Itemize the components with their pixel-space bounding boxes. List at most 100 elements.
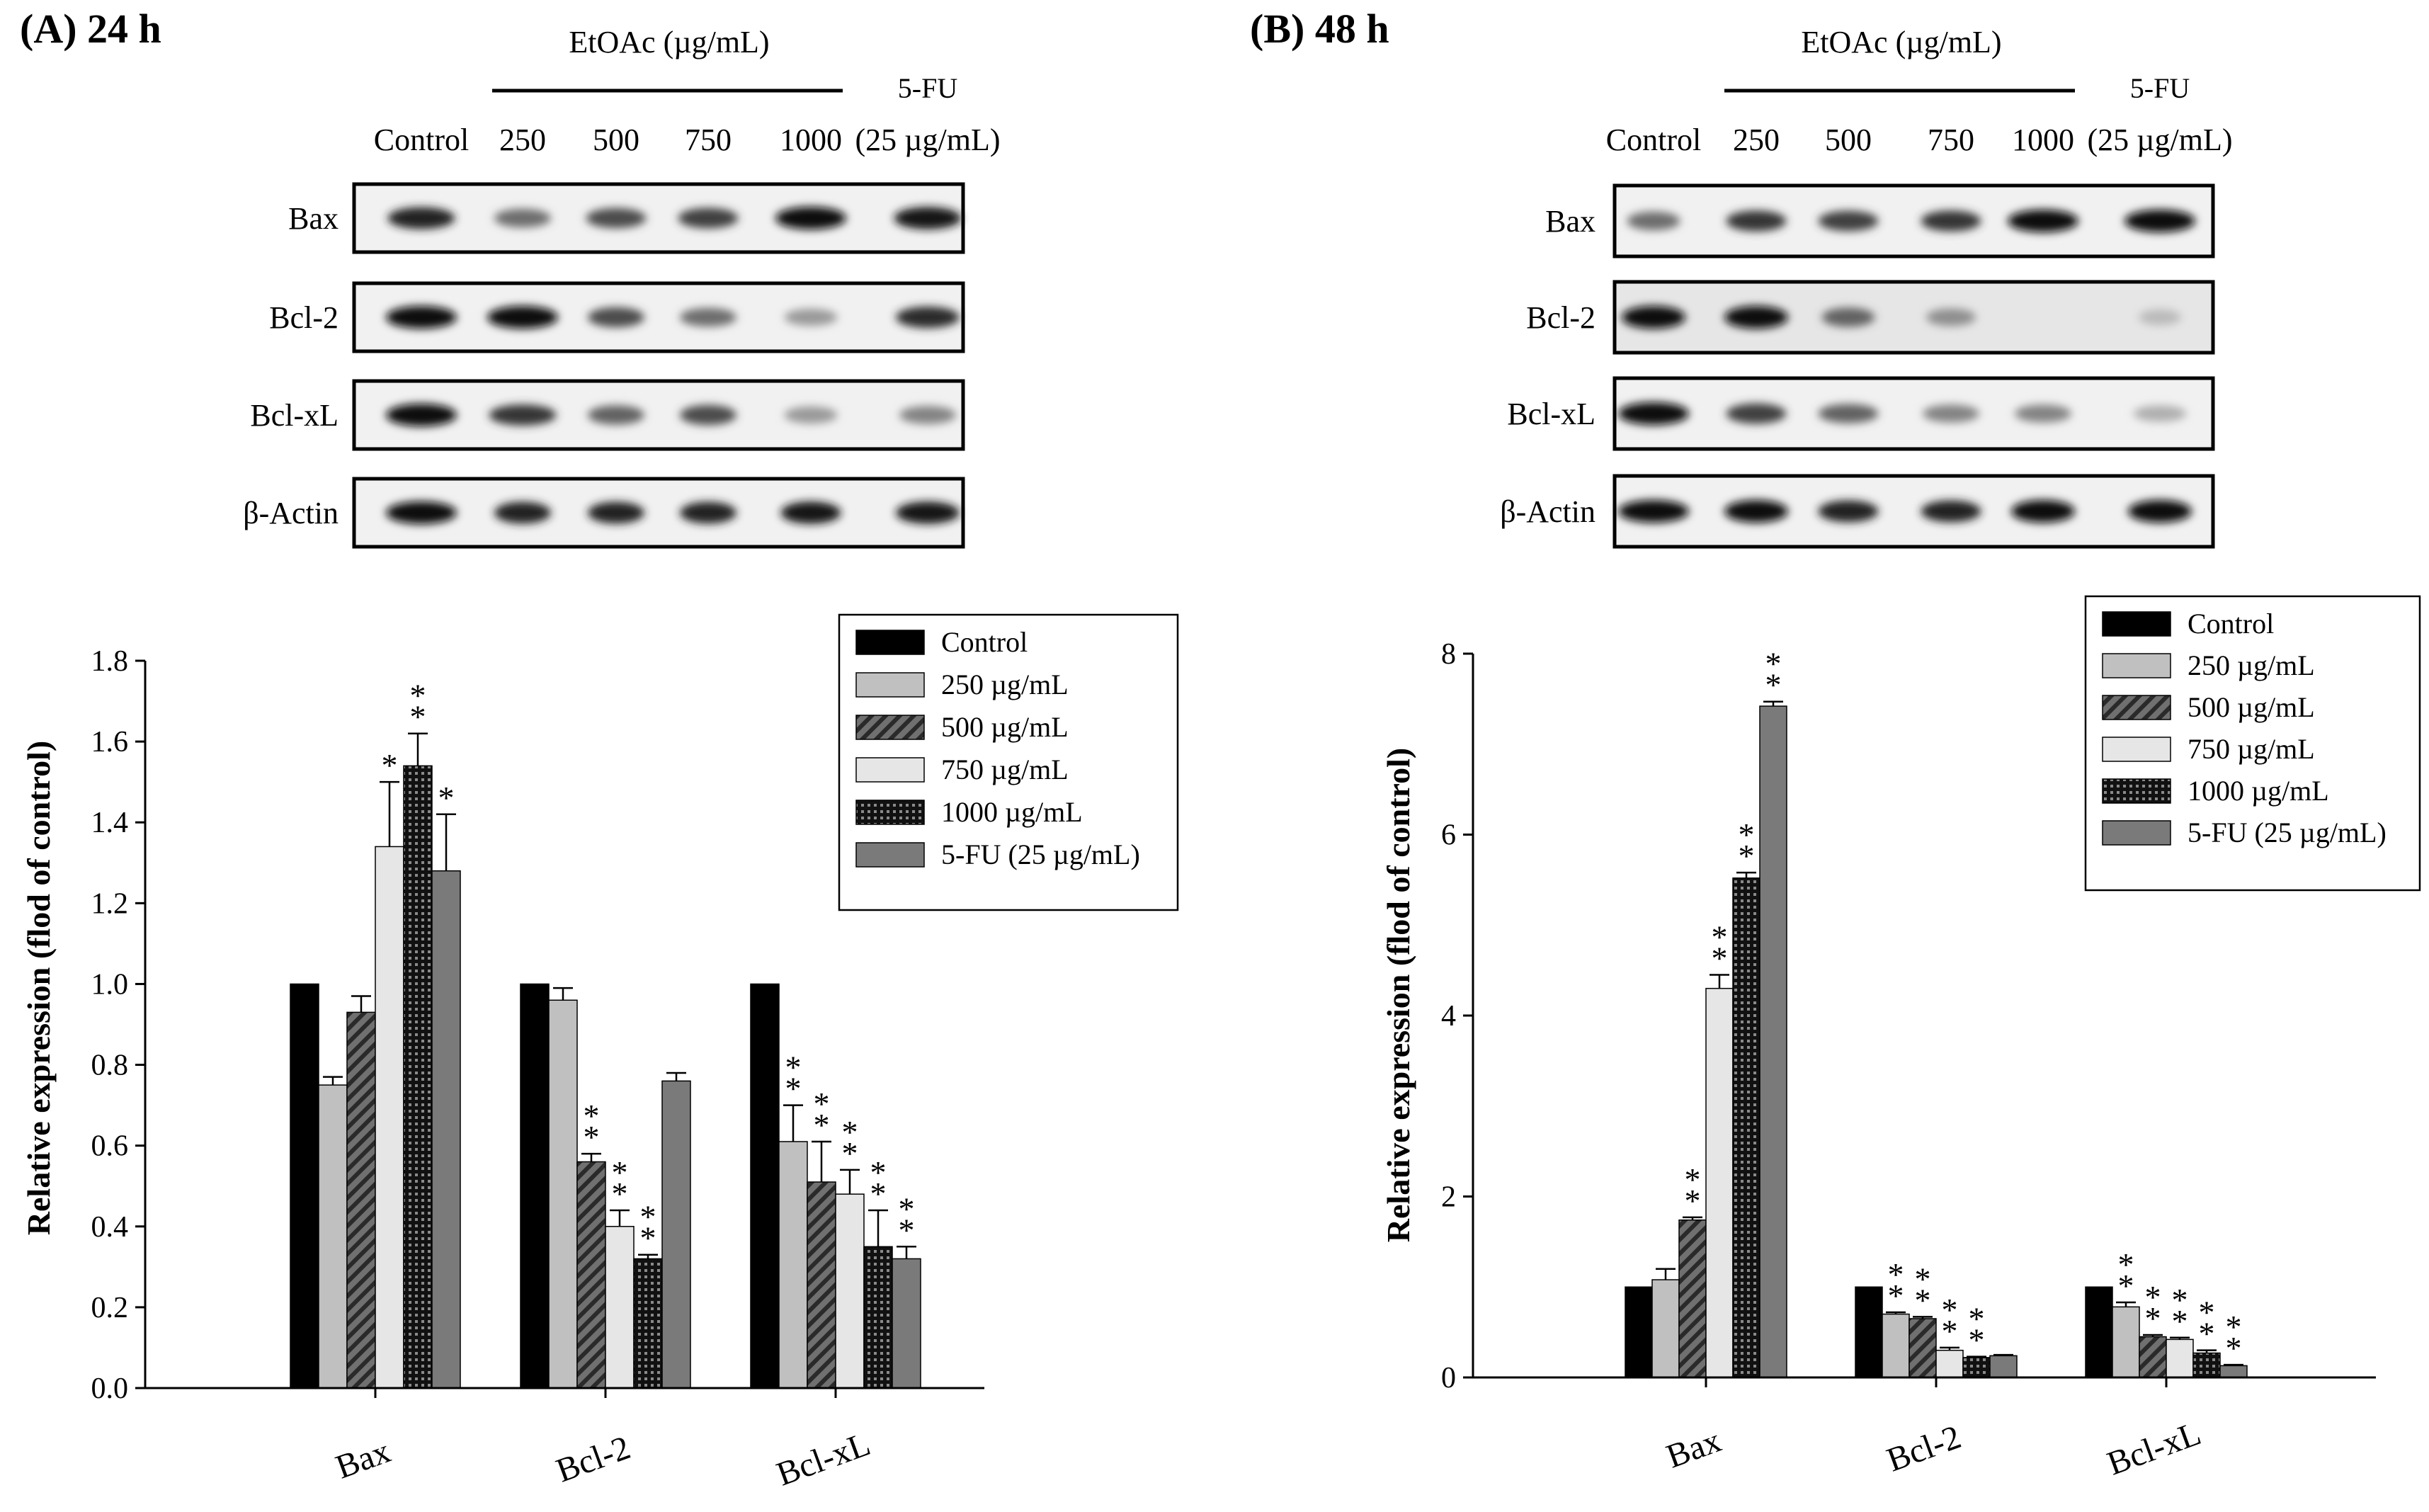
panel-a-legend-label: 500 µg/mL	[941, 711, 1069, 743]
panel-a-legend-label: Control	[941, 626, 1028, 658]
blot-band	[775, 207, 846, 229]
panel-b-bar	[1625, 1286, 1653, 1378]
panel-a-x-tick-label: Bax	[331, 1432, 395, 1486]
blot-frame	[1612, 280, 2215, 355]
panel-b-bar	[1705, 987, 1734, 1378]
panel-a-sig-star: *	[410, 678, 426, 714]
panel-b-blot: (B) 48 h EtOAc (µg/mL) 5-FU Control 250 50…	[1250, 6, 2232, 549]
blot-band	[784, 308, 838, 326]
panel-a-protein-label: β-Actin	[243, 496, 339, 530]
panel-a-bar	[290, 983, 319, 1389]
panel-b-sig-star: *	[2199, 1316, 2215, 1352]
panel-b-sig-star: *	[2172, 1282, 2188, 1318]
blot-band	[2011, 500, 2075, 523]
panel-a-legend-swatch	[855, 630, 925, 655]
panel-b-sig-star: *	[2172, 1303, 2188, 1339]
blot-band	[588, 501, 644, 524]
panel-b-bar	[1855, 1286, 1883, 1378]
panel-a-sig-star: *	[785, 1071, 802, 1107]
panel-b-protein-label: Bcl-xL	[1507, 397, 1595, 431]
panel-b-bar	[1989, 1355, 2018, 1378]
panel-a-sig-star: *	[870, 1154, 887, 1190]
panel-b-y-tick-label: 0	[1441, 1362, 1456, 1394]
panel-b-bar	[2219, 1365, 2248, 1378]
panel-b-legend-label: 250 µg/mL	[2188, 649, 2315, 681]
blot-band	[896, 306, 960, 329]
blot-band	[2015, 404, 2071, 423]
panel-a-bar	[576, 1161, 606, 1389]
blot-band	[2128, 500, 2192, 523]
blot-band	[1818, 210, 1879, 232]
panel-b-legend-swatch	[2102, 611, 2171, 637]
blot-band	[680, 404, 736, 426]
panel-a-x-tick-label: Bcl-2	[552, 1428, 635, 1489]
blot-band	[494, 501, 551, 524]
panel-b-bar	[1882, 1313, 1910, 1378]
blot-band	[387, 207, 455, 229]
panel-a-bar	[318, 1084, 348, 1389]
blot-band	[386, 501, 457, 524]
panel-a-sig-star: *	[814, 1107, 830, 1143]
panel-a-lane-label: 1000	[780, 123, 842, 157]
blot-band	[487, 306, 558, 329]
panel-b-blot-strip: Bax	[1545, 183, 2215, 258]
panel-a-bar	[548, 999, 578, 1389]
panel-a-legend-swatch	[855, 757, 925, 783]
panel-b-sig-star: *	[2226, 1330, 2242, 1366]
panel-a-legend-label: 750 µg/mL	[941, 754, 1069, 785]
panel-b-sig-star: *	[1765, 667, 1782, 703]
panel-a-protein-label: Bax	[288, 201, 339, 236]
panel-b-bar	[1962, 1357, 1991, 1378]
panel-b-bar	[2085, 1286, 2113, 1378]
blot-frame	[352, 182, 965, 254]
panel-a-bar	[807, 1181, 836, 1389]
panel-b-lane-label: 250	[1733, 123, 1780, 157]
panel-b-bar	[2112, 1306, 2140, 1378]
blot-band	[1724, 500, 1788, 523]
panel-b-blot-strip: Bcl-2	[1526, 280, 2215, 355]
panel-b-protein-label: Bcl-2	[1526, 300, 1595, 335]
panel-a-bar	[375, 846, 404, 1389]
panel-a-bar	[778, 1141, 808, 1389]
panel-b-sig-star: *	[1888, 1278, 1904, 1314]
blot-band	[489, 404, 557, 426]
panel-a-blot-strip: Bcl-xL	[250, 379, 965, 451]
panel-a-blot-strip: Bax	[288, 182, 965, 254]
panel-b-legend-swatch	[2102, 737, 2171, 762]
panel-a-lane-label: 250	[499, 123, 546, 157]
blot-band	[2124, 210, 2195, 232]
panel-a-legend-label: 5-FU (25 µg/mL)	[941, 839, 1140, 870]
blot-band	[1618, 500, 1689, 523]
panel-b-sig-star: *	[2145, 1279, 2161, 1315]
panel-a-blot-strip: Bcl-2	[269, 281, 965, 353]
panel-b-x-tick-label: Bcl-xL	[2103, 1414, 2206, 1482]
panel-a-sig-star: *	[382, 747, 398, 783]
panel-a-bar	[863, 1246, 893, 1389]
panel-a-protein-label: Bcl-2	[269, 300, 339, 335]
panel-b-sig-star: *	[2226, 1309, 2242, 1345]
panel-a-y-tick-label: 1.8	[91, 645, 129, 678]
panel-a-sig-star: *	[438, 780, 455, 816]
blot-band	[899, 406, 956, 424]
panel-a-sig-star: *	[785, 1050, 802, 1086]
panel-b-lane-label: Control	[1606, 123, 1701, 157]
panel-a-sig-star: *	[870, 1176, 887, 1212]
panel-b-blot-strip: Bcl-xL	[1507, 376, 2215, 451]
panel-b-sig-star: *	[2145, 1300, 2161, 1336]
blot-band	[1627, 211, 1680, 231]
panel-a-legend-swatch	[855, 800, 925, 825]
panel-a-y-tick-label: 1.0	[91, 968, 129, 1001]
panel-a-sig-star: *	[842, 1135, 858, 1171]
panel-a-y-tick-label: 0.2	[91, 1292, 129, 1324]
panel-a-etoac-header: EtOAc (µg/mL)	[569, 25, 769, 59]
blot-band	[588, 405, 644, 425]
blot-band	[1818, 404, 1879, 424]
blot-band	[780, 501, 841, 524]
panel-a-sig-star: *	[612, 1154, 628, 1190]
panel-b-sig-star: *	[1915, 1282, 1931, 1318]
panel-b-legend-label: 500 µg/mL	[2188, 691, 2315, 723]
panel-b-bar	[1935, 1349, 1964, 1378]
panel-a-blot: (A) 24 h EtOAc (µg/mL) 5-FU Control 250 50…	[20, 6, 1000, 549]
panel-a-bar	[346, 1011, 376, 1389]
